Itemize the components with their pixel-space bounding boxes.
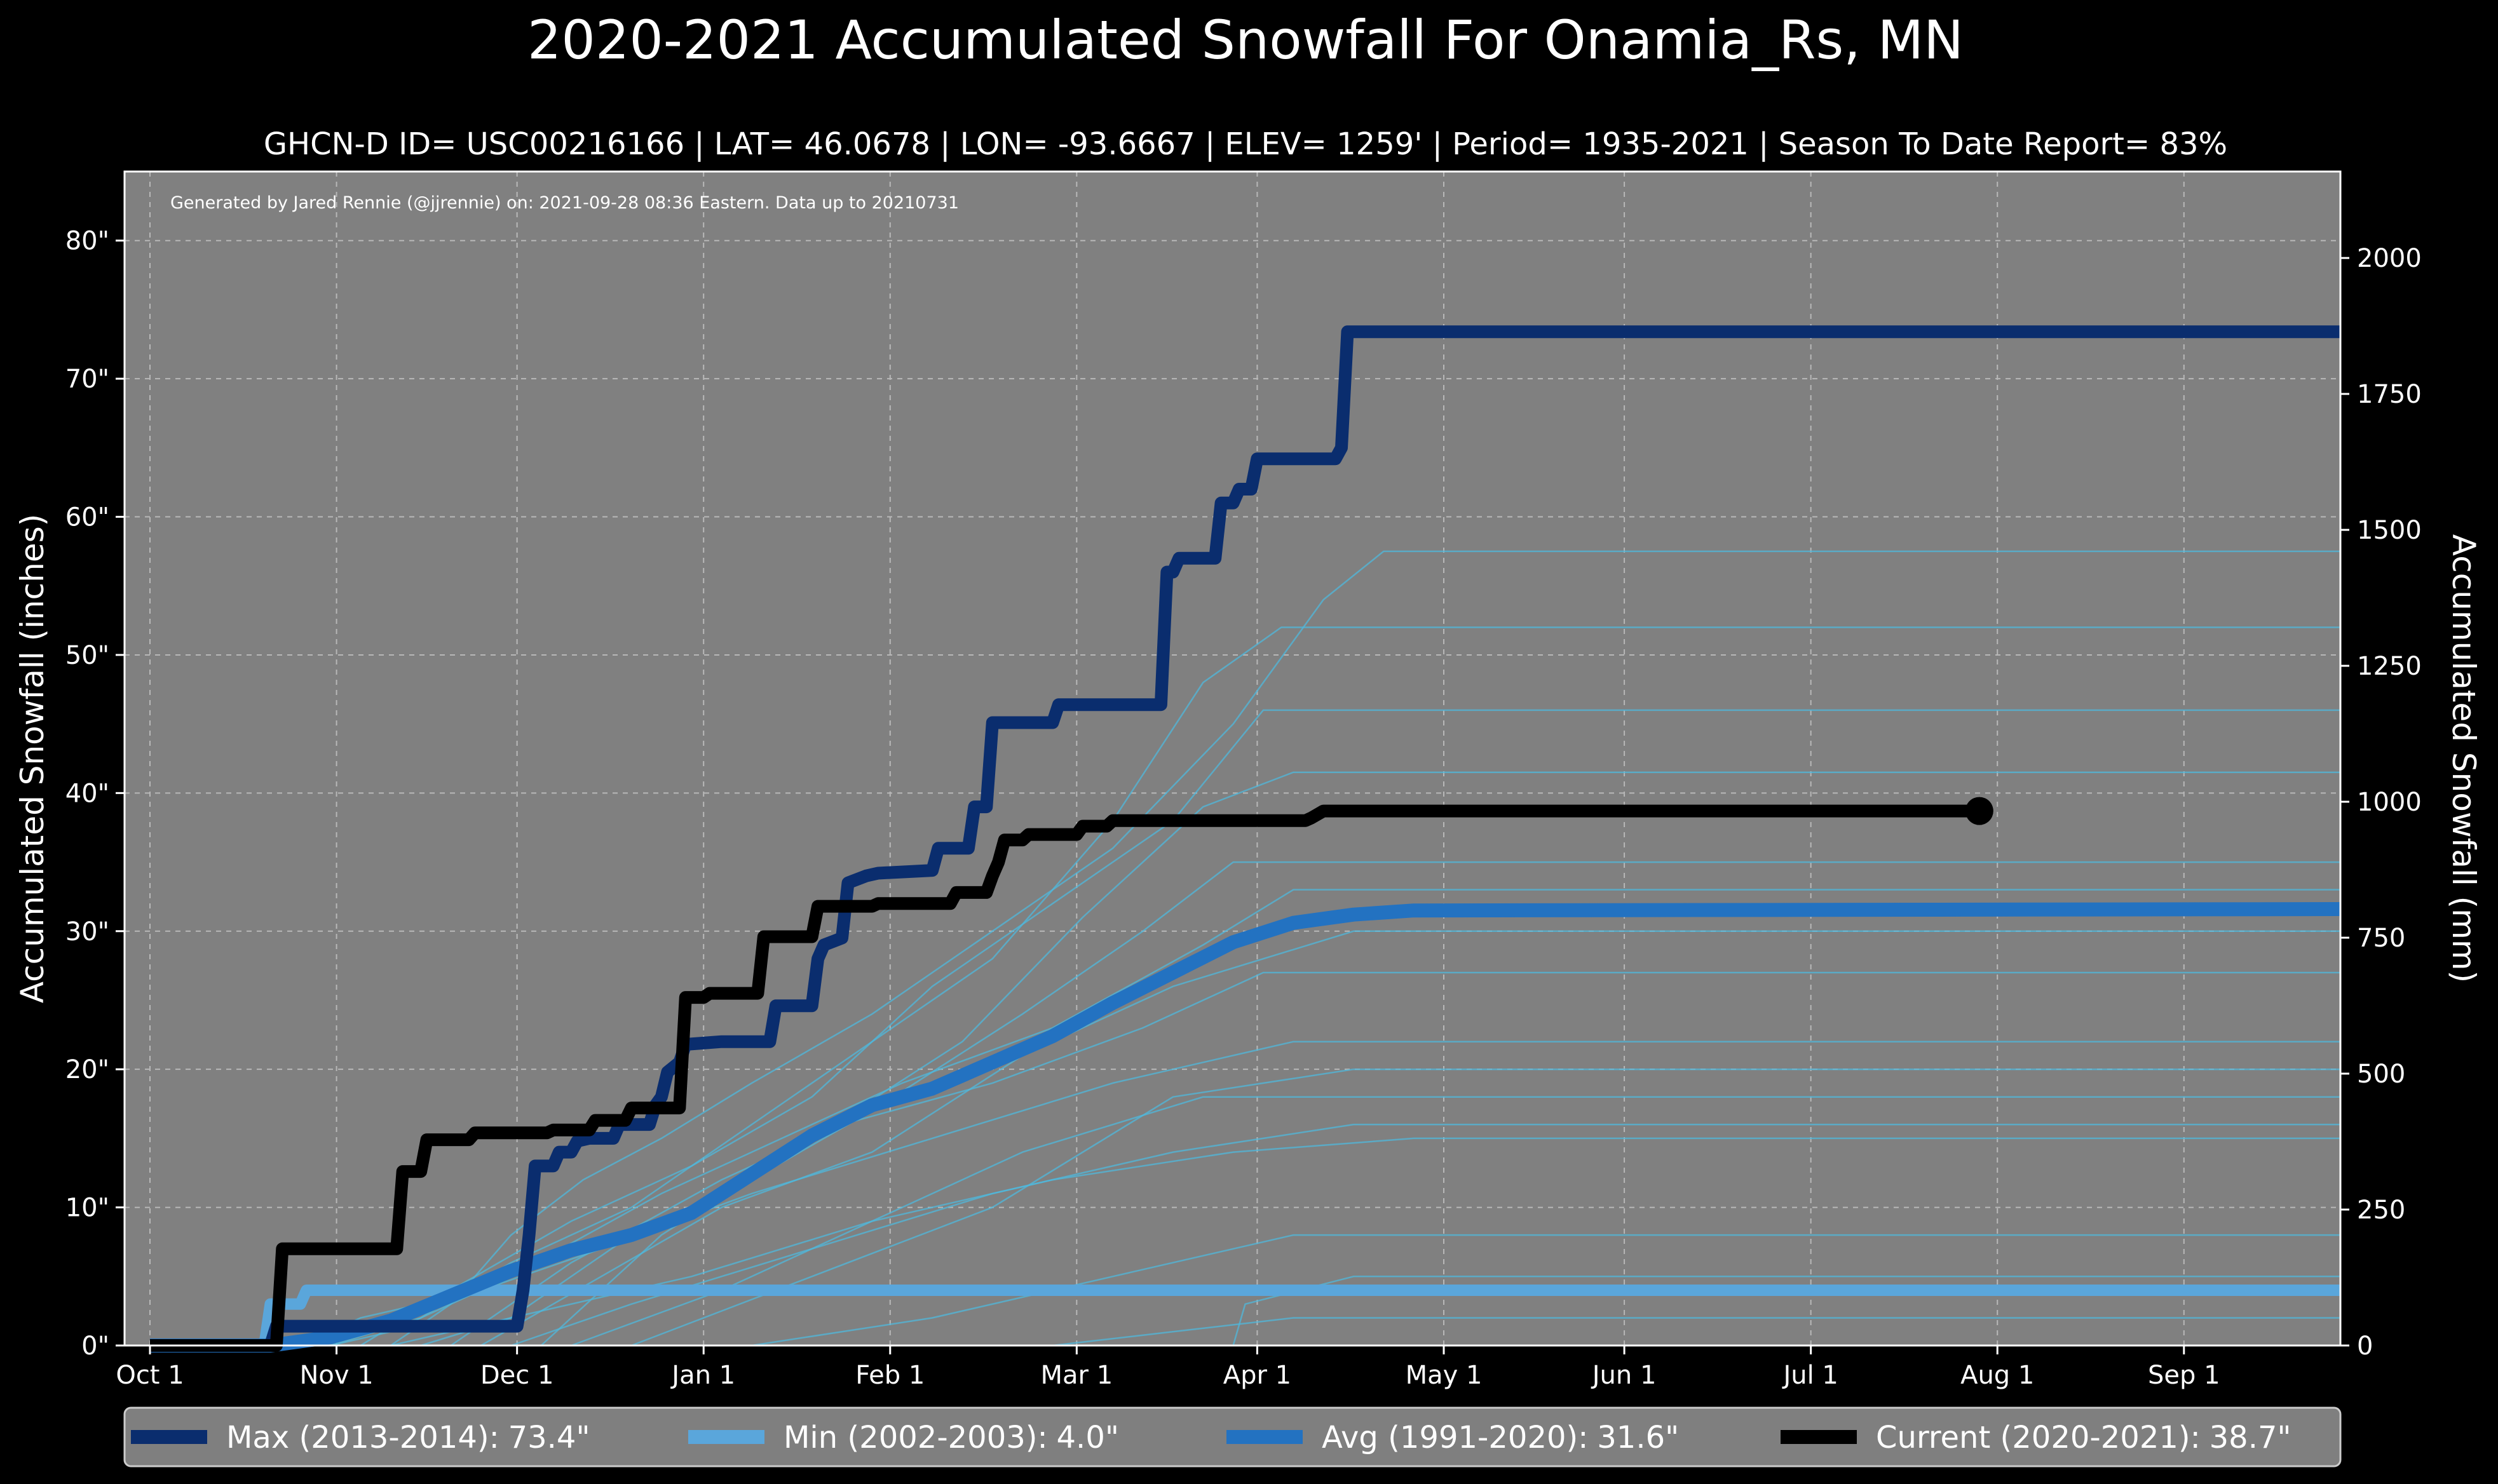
x-tick-label: Jul 1 xyxy=(1781,1361,1838,1390)
x-tick-label: Feb 1 xyxy=(855,1361,925,1390)
x-tick-label: Dec 1 xyxy=(480,1361,554,1390)
historical-season-line xyxy=(150,1123,2340,1347)
legend-series-total: 31.6" xyxy=(1597,1420,1679,1455)
y-right-tick-label: 500 xyxy=(2357,1060,2405,1089)
y-right-tick-label: 0 xyxy=(2357,1332,2373,1361)
y-tick-label: 50" xyxy=(65,641,109,670)
y-right-tick-label: 2000 xyxy=(2357,244,2422,273)
y-right-tick-label: 1500 xyxy=(2357,516,2422,545)
historical-season-line xyxy=(150,889,2340,1347)
axis-ticks: Oct 1 Nov 1 Dec 1 Jan 1 Feb 1 Mar 1 Apr 1 May 1… xyxy=(65,227,2422,1390)
y-right-tick-label: 250 xyxy=(2357,1196,2405,1225)
legend-series-total: 4.0" xyxy=(1057,1420,1119,1455)
y-tick-label: 60" xyxy=(65,503,109,532)
x-tick-label: Mar 1 xyxy=(1041,1361,1113,1390)
legend-series-total: 73.4" xyxy=(508,1420,590,1455)
x-tick-label: Jun 1 xyxy=(1591,1361,1657,1390)
legend-series-name: Avg (1991-2020): xyxy=(1322,1420,1588,1455)
y-tick-label: 30" xyxy=(65,917,109,947)
plot-area xyxy=(125,172,2340,1346)
y-tick-label: 40" xyxy=(65,779,109,808)
y-axis-right-label: Accumulated Snowfall (mm) xyxy=(2445,534,2482,983)
y-axis-label: Accumulated Snowfall (inches) xyxy=(14,514,51,1003)
plot-frame xyxy=(123,170,2342,1347)
legend-series-name: Max (2013-2014): xyxy=(226,1420,499,1455)
x-tick-label: May 1 xyxy=(1406,1361,1483,1390)
series-line-0 xyxy=(150,325,2340,1352)
y-right-tick-label: 750 xyxy=(2357,924,2405,953)
x-tick-label: Oct 1 xyxy=(116,1361,184,1390)
legend-series-name: Min (2002-2003): xyxy=(784,1420,1048,1455)
legend-series-name: Current (2020-2021): xyxy=(1876,1420,2201,1455)
chart-subtitle: GHCN-D ID= USC00216166 | LAT= 46.0678 | … xyxy=(264,126,2227,162)
x-tick-label: Sep 1 xyxy=(2148,1361,2220,1390)
credit-text: Generated by Jared Rennie (@jjrennie) on… xyxy=(170,193,959,213)
y-tick-label: 20" xyxy=(65,1055,109,1084)
series-line-3 xyxy=(150,804,1979,1352)
y-right-tick-label: 1750 xyxy=(2357,380,2422,409)
y-tick-label: 0" xyxy=(81,1332,109,1361)
y-right-tick-label: 1000 xyxy=(2357,788,2422,817)
y-tick-label: 70" xyxy=(65,365,109,394)
y-right-tick-label: 1250 xyxy=(2357,652,2422,681)
x-tick-label: Aug 1 xyxy=(1960,1361,2034,1390)
x-tick-label: Nov 1 xyxy=(299,1361,373,1390)
historical-season-line xyxy=(150,771,2340,1347)
x-tick-label: Apr 1 xyxy=(1223,1361,1291,1390)
current-endpoint-marker xyxy=(1965,797,1993,825)
x-tick-label: Jan 1 xyxy=(670,1361,735,1390)
series-line-2 xyxy=(150,902,2341,1352)
y-tick-label: 10" xyxy=(65,1194,109,1223)
legend: Max (2013-2014): 73.4" Min (2002-2003): 4.0… xyxy=(123,1406,2342,1467)
legend-series-total: 38.7" xyxy=(2210,1420,2291,1455)
y-tick-label: 80" xyxy=(65,227,109,256)
chart-title: 2020-2021 Accumulated Snowfall For Onami… xyxy=(527,9,1964,71)
